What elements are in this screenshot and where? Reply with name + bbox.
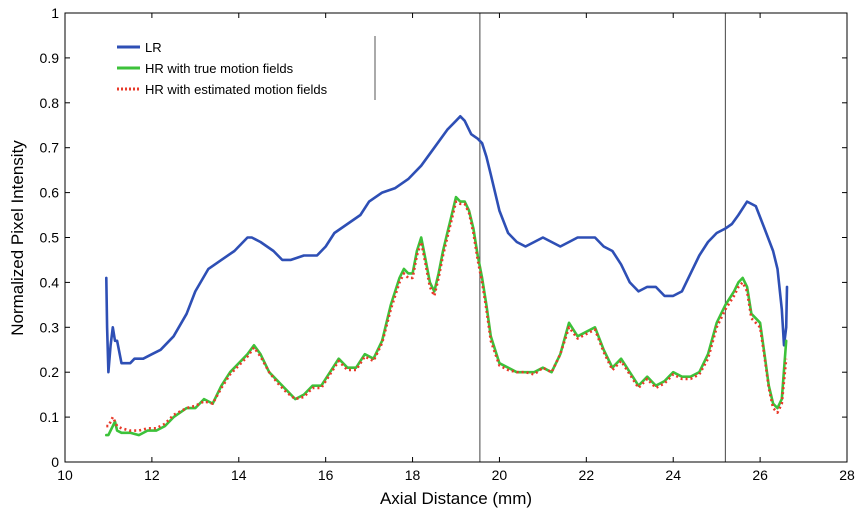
x-tick-label: 20 [492,467,508,483]
vertical-reference-lines [479,13,726,462]
legend-label-lr: LR [145,40,162,55]
y-tick-label: 0.9 [40,50,60,66]
x-tick-label: 10 [57,467,73,483]
y-tick-label: 0.3 [40,319,60,335]
series-line-0 [105,115,789,374]
series-line-2 [106,200,788,432]
y-tick-label: 0.5 [40,230,60,246]
y-tick-label: 0.8 [40,95,60,111]
y-tick-label: 0.7 [40,140,60,156]
y-tick-label: 0.6 [40,185,60,201]
x-tick-label: 28 [839,467,855,483]
y-axis-ticks: 0 0.1 0.2 0.3 0.4 0.5 0.6 0.7 0.8 0.9 1 [40,5,847,470]
y-tick-label: 0.2 [40,364,60,380]
series-layer [105,115,789,437]
x-tick-label: 26 [752,467,768,483]
x-tick-label: 24 [665,467,681,483]
y-tick-label: 0 [51,454,59,470]
x-tick-label: 22 [579,467,595,483]
y-tick-label: 0.4 [40,274,60,290]
x-axis-label: Axial Distance (mm) [380,489,532,508]
legend: LR HR with true motion fields HR with es… [110,36,376,100]
legend-box [110,36,375,100]
y-axis-label: Normalized Pixel Intensity [8,140,27,336]
y-tick-label: 1 [51,5,59,21]
x-tick-label: 16 [318,467,334,483]
x-tick-label: 14 [231,467,247,483]
x-tick-label: 18 [405,467,421,483]
y-tick-label: 0.1 [40,409,60,425]
x-tick-label: 12 [144,467,160,483]
x-axis-ticks: 10 12 14 16 18 20 22 24 26 28 [57,13,855,483]
legend-label-hr-estimated: HR with estimated motion fields [145,82,328,97]
series-line-1 [105,195,788,437]
legend-label-hr-true: HR with true motion fields [145,61,294,76]
